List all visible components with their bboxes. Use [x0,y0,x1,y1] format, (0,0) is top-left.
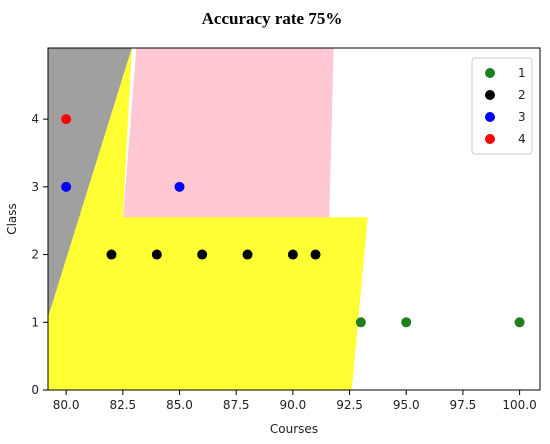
y-tick-label: 0 [31,383,39,397]
legend: 1 2 3 4 [471,57,533,155]
y-tick-label: 2 [31,248,39,262]
x-tick-label: 100.0 [502,398,536,412]
y-tick-label: 4 [31,112,39,126]
x-tick-label: 82.5 [109,398,136,412]
point-class-2-1 [106,249,117,260]
x-tick-label: 85.0 [166,398,193,412]
region-class-2 [48,48,368,390]
x-tick-label: 92.5 [336,398,363,412]
point-class-3-1 [61,181,72,192]
legend-marker-3 [485,112,495,122]
point-class-2-6 [310,249,321,260]
legend-label-3: 3 [518,110,526,124]
point-class-2-3 [197,249,208,260]
y-tick-label: 3 [31,180,39,194]
point-class-1-3 [514,317,525,328]
point-class-2-4 [242,249,253,260]
legend-label-4: 4 [518,132,526,146]
point-class-3-2 [174,181,185,192]
x-tick-label: 90.0 [280,398,307,412]
legend-label-2: 2 [518,88,526,102]
legend-box [471,57,533,155]
y-axis-ticks: 0 1 2 3 4 [31,112,48,397]
x-axis-label: Courses [270,422,318,436]
decision-regions [48,48,368,390]
chart-title: Accuracy rate 75% [202,9,343,28]
x-tick-label: 95.0 [393,398,420,412]
legend-marker-4 [485,134,495,144]
y-tick-label: 1 [31,315,39,329]
x-tick-label: 97.5 [450,398,477,412]
plot-frame [47,47,541,391]
point-class-4-1 [61,114,72,125]
point-class-1-2 [401,317,412,328]
point-class-1-1 [355,317,366,328]
point-class-2-2 [151,249,162,260]
point-class-2-5 [287,249,298,260]
data-points [61,114,525,328]
region-class-3 [122,48,334,221]
y-axis-label: Class [5,203,19,235]
legend-marker-2 [485,90,495,100]
x-axis-ticks: 80.0 82.5 85.0 87.5 90.0 92.5 95.0 97.5 100.0 [53,390,537,412]
x-tick-label: 87.5 [223,398,250,412]
legend-label-1: 1 [518,66,526,80]
legend-marker-1 [485,68,495,78]
x-tick-label: 80.0 [53,398,80,412]
